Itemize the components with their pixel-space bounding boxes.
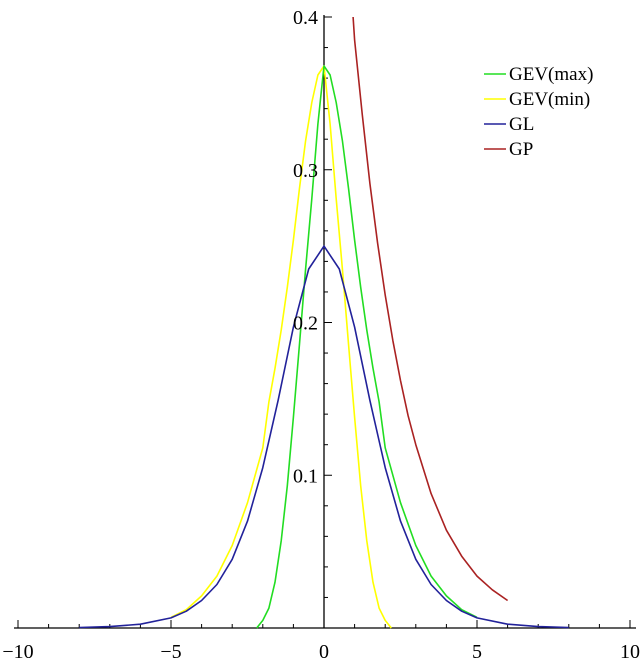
x-tick-label: 10 xyxy=(620,641,640,663)
axes-group xyxy=(14,15,636,629)
y-tick-label: 0.3 xyxy=(293,160,318,182)
series-line-gev-min xyxy=(170,65,392,629)
legend: GEV(max) GEV(min) GL GP xyxy=(484,64,593,160)
x-tick-label: −5 xyxy=(160,641,181,663)
x-tick-label: 0 xyxy=(319,641,329,663)
series-line-gl xyxy=(79,245,569,629)
legend-label: GEV(min) xyxy=(509,89,590,110)
legend-label: GP xyxy=(509,139,533,160)
x-tick-label: 5 xyxy=(472,641,482,663)
y-tick-label: 0.4 xyxy=(293,7,318,29)
series-line-gev-max xyxy=(256,65,478,629)
legend-label: GEV(max) xyxy=(509,64,593,85)
series-line-gp xyxy=(352,16,509,602)
ticks-group: −10 −5 0 5 10 0.1 0.2 0.3 0.4 xyxy=(2,7,640,663)
y-tick-label: 0.1 xyxy=(293,465,318,487)
x-tick-label: −10 xyxy=(2,641,33,663)
curves-group xyxy=(79,16,569,629)
legend-label: GL xyxy=(509,114,534,135)
y-tick-label: 0.2 xyxy=(293,313,318,335)
